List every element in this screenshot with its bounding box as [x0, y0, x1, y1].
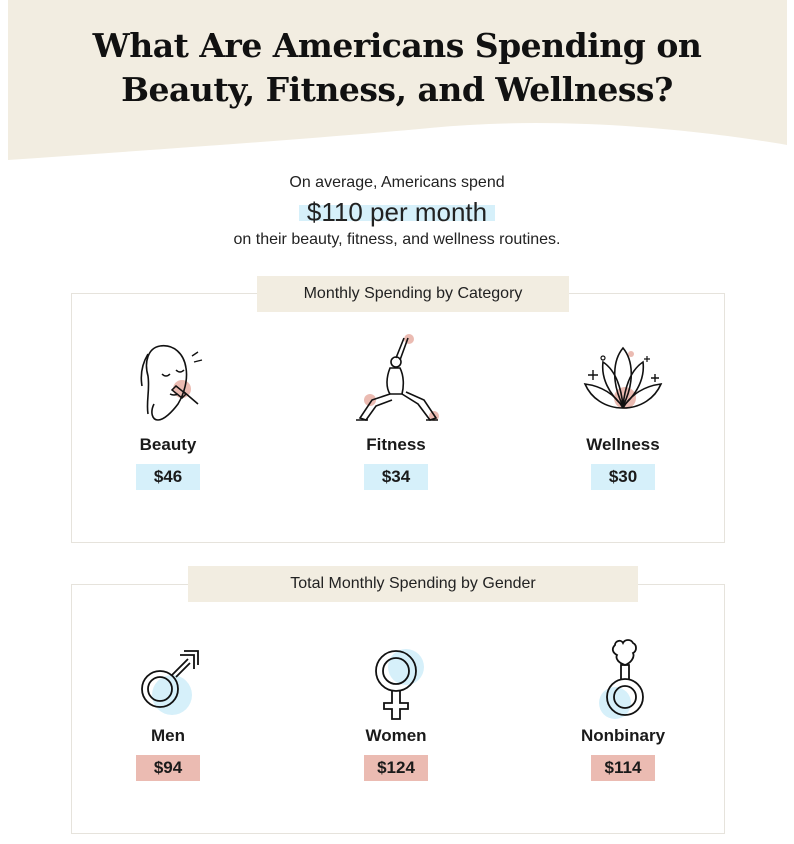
nonbinary-symbol-icon — [573, 625, 673, 725]
gender-item-women: Women $124 — [316, 625, 476, 781]
header: What Are Americans Spending on Beauty, F… — [0, 0, 794, 165]
face-brush-icon — [118, 334, 218, 434]
category-value: $34 — [364, 464, 428, 490]
gender-panel: Men $94 Women $124 Nonbinary $114 — [71, 584, 725, 834]
gender-section-label: Total Monthly Spending by Gender — [188, 566, 638, 602]
category-section-label: Monthly Spending by Category — [257, 276, 569, 312]
title-line-1: What Are Americans Spending on — [92, 26, 702, 65]
gender-name: Nonbinary — [580, 726, 666, 745]
header-wave-background — [8, 0, 787, 160]
male-symbol-icon — [118, 625, 218, 725]
gender-value: $114 — [591, 755, 655, 781]
intro-text: On average, Americans spend — [289, 174, 505, 191]
category-item-wellness: Wellness $30 — [543, 334, 703, 490]
category-name: Beauty — [139, 435, 197, 454]
category-value: $30 — [591, 464, 655, 490]
gender-value: $124 — [364, 755, 428, 781]
yoga-pose-icon — [346, 334, 446, 434]
category-item-beauty: Beauty $46 — [88, 334, 248, 490]
category-item-fitness: Fitness $34 — [316, 334, 476, 490]
page-title: What Are Americans Spending on Beauty, F… — [0, 24, 794, 112]
category-name: Wellness — [586, 435, 660, 454]
category-name: Fitness — [366, 435, 426, 454]
gender-name: Women — [365, 726, 427, 745]
intro-highlight-wrap: $110 per month — [0, 197, 794, 227]
female-symbol-icon — [346, 625, 446, 725]
gender-name: Men — [151, 726, 185, 745]
lotus-icon — [573, 334, 673, 434]
gender-value: $94 — [136, 755, 200, 781]
intro-subtext: on their beauty, fitness, and wellness r… — [233, 231, 561, 248]
gender-item-men: Men $94 — [88, 625, 248, 781]
gender-item-nonbinary: Nonbinary $114 — [543, 625, 703, 781]
average-spend-highlight: $110 per month — [298, 197, 496, 227]
title-line-2: Beauty, Fitness, and Wellness? — [121, 70, 673, 109]
category-value: $46 — [136, 464, 200, 490]
category-panel: Beauty $46 Fitness $34 — [71, 293, 725, 543]
